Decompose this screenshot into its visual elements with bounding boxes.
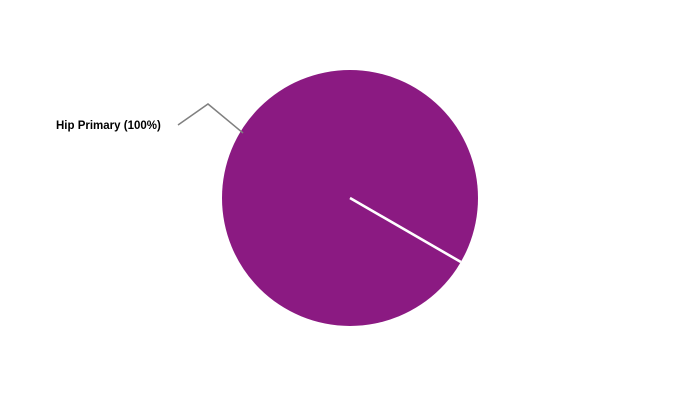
pie-slice-group <box>222 70 478 326</box>
slice-leader-line <box>177 103 244 134</box>
slice-label-hip-primary: Hip Primary (100%) <box>56 120 161 132</box>
pie-slice-boundary-edge <box>349 196 462 264</box>
